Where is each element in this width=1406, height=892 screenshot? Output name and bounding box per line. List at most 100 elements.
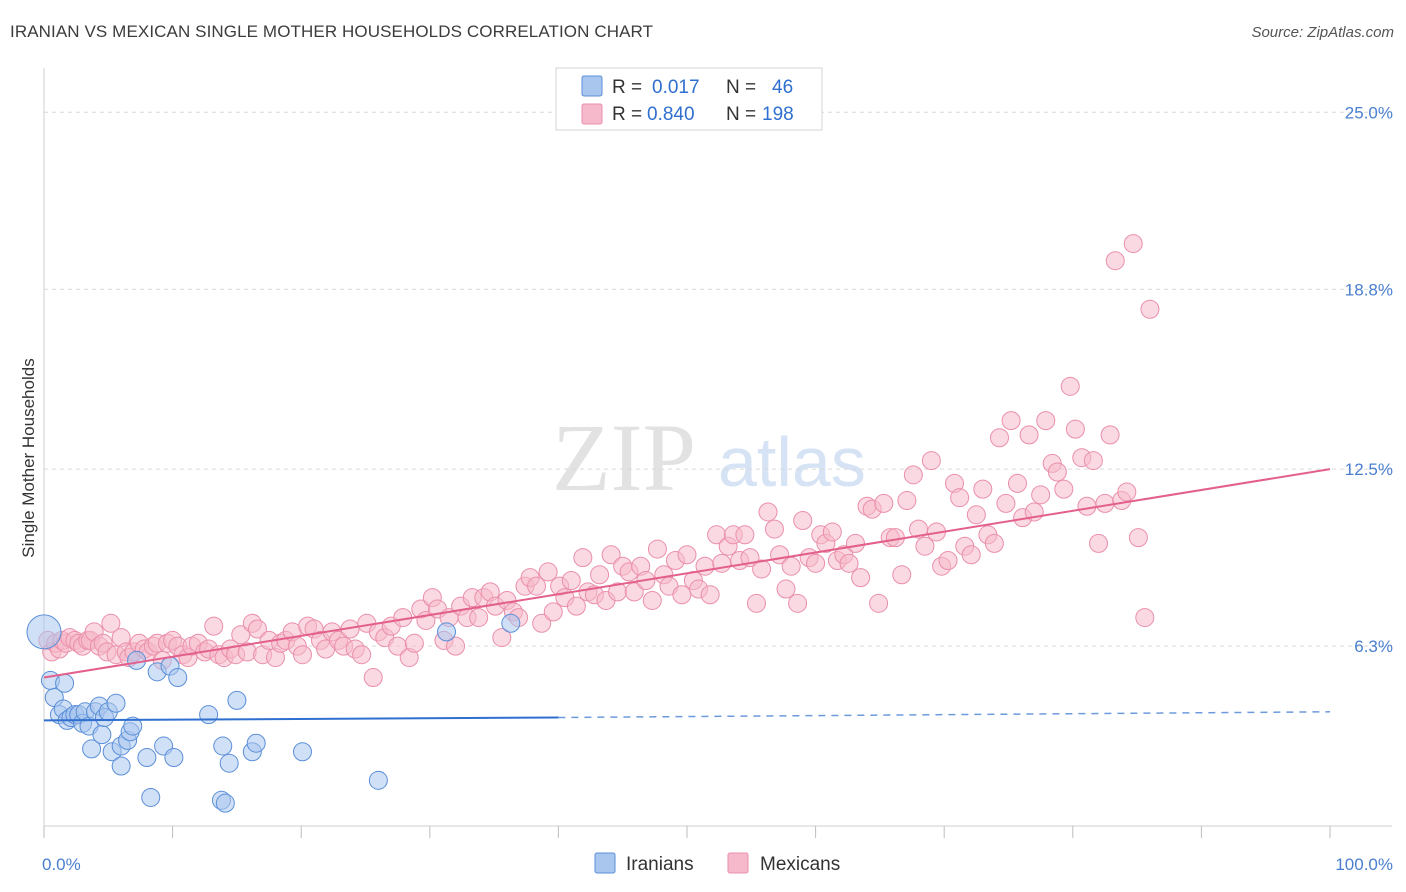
legend-swatch-mexicans xyxy=(581,103,603,125)
mexicans-point xyxy=(822,522,842,542)
mexicans-point xyxy=(845,533,865,553)
iranians-point xyxy=(168,668,188,688)
bottom-legend-swatch-mexicans xyxy=(727,852,749,874)
iranians-point xyxy=(215,793,235,813)
y-tick-label: 25.0% xyxy=(1345,103,1393,122)
mexicans-point xyxy=(1031,485,1051,505)
mexicans-point xyxy=(695,556,715,576)
mexicans-point xyxy=(1019,425,1039,445)
mexicans-point xyxy=(543,602,563,622)
mexicans-point xyxy=(1123,234,1143,254)
mexicans-point xyxy=(1083,451,1103,471)
y-tick-label: 12.5% xyxy=(1345,460,1393,479)
mexicans-point xyxy=(573,548,593,568)
mexicans-point xyxy=(1105,251,1125,271)
mexicans-point xyxy=(1100,425,1120,445)
x-tick-label: 100.0% xyxy=(1335,855,1393,874)
mexicans-point xyxy=(915,536,935,556)
mexicans-point xyxy=(1089,533,1109,553)
mexicans-point xyxy=(752,559,772,579)
mexicans-point xyxy=(446,636,466,656)
iranians-point xyxy=(123,716,143,736)
iranians-point xyxy=(164,747,184,767)
mexicans-point xyxy=(363,668,383,688)
x-tick-labels: 0.0% 100.0% xyxy=(42,855,1393,874)
iranians-point xyxy=(199,705,219,725)
mexicans-point xyxy=(1128,528,1148,548)
mexicans-point xyxy=(1077,496,1097,516)
mexicans-point xyxy=(851,568,871,588)
mexicans-point xyxy=(1008,473,1028,493)
mexicans-point xyxy=(921,451,941,471)
bottom-legend-swatch-iranians xyxy=(594,852,616,874)
x-tick-label: 0.0% xyxy=(42,855,81,874)
iranians-trendline-extension xyxy=(558,711,1331,719)
mexicans-point xyxy=(532,613,552,633)
iranians-point xyxy=(82,739,102,759)
mexicans-point xyxy=(874,493,894,513)
mexicans-point xyxy=(561,570,581,590)
iranians-point xyxy=(137,747,157,767)
mexicans-point xyxy=(897,491,917,511)
mexicans-point xyxy=(101,613,121,633)
y-tick-labels: 6.3% 12.5% 18.8% 25.0% xyxy=(1345,103,1393,656)
mexicans-point xyxy=(404,633,424,653)
mexicans-point xyxy=(1095,493,1115,513)
mexicans-point xyxy=(492,628,512,648)
mexicans-point xyxy=(566,596,586,616)
watermark-zip: ZIP xyxy=(552,404,696,511)
y-tick-label: 6.3% xyxy=(1354,637,1393,656)
watermark: ZIP atlas xyxy=(552,404,866,511)
chart-source: Source: ZipAtlas.com xyxy=(1251,24,1394,41)
legend-n-value-mexicans: 198 xyxy=(762,104,794,125)
iranians-point xyxy=(26,614,62,650)
mexicans-point xyxy=(892,565,912,585)
mexicans-point xyxy=(1036,411,1056,431)
mexicans-point xyxy=(700,585,720,605)
legend-r-value-iranians: 0.017 xyxy=(652,77,700,98)
mexicans-point xyxy=(352,645,372,665)
iranians-point xyxy=(368,770,388,790)
mexicans-point xyxy=(961,545,981,565)
iranians-point xyxy=(246,733,266,753)
y-tick-label: 18.8% xyxy=(1345,280,1393,299)
iranians-point xyxy=(437,622,457,642)
mexicans-point xyxy=(204,616,224,636)
legend-n-label-mexicans: N = xyxy=(726,104,756,125)
axes xyxy=(43,68,1392,838)
mexicans-point xyxy=(1117,482,1137,502)
mexicans-point xyxy=(776,579,796,599)
mexicans-point xyxy=(984,533,1004,553)
mexicans-trendline xyxy=(43,468,1331,679)
iranians-point xyxy=(219,753,239,773)
iranians-point xyxy=(501,613,521,633)
iranians-point xyxy=(92,725,112,745)
iranians-point xyxy=(227,690,247,710)
bottom-legend: Iranians Mexicans xyxy=(594,852,840,875)
mexicans-point xyxy=(1135,608,1155,628)
mexicans-point xyxy=(793,511,813,531)
legend-r-label-iranians: R = xyxy=(612,77,642,98)
iranians-point xyxy=(127,650,147,670)
mexicans-point xyxy=(950,488,970,508)
iranians-points xyxy=(26,613,521,813)
mexicans-point xyxy=(735,525,755,545)
mexicans-point xyxy=(764,519,784,539)
mexicans-point xyxy=(590,565,610,585)
mexicans-point xyxy=(469,608,489,628)
mexicans-point xyxy=(938,550,958,570)
mexicans-points xyxy=(38,234,1160,688)
mexicans-point xyxy=(839,553,859,573)
mexicans-point xyxy=(672,585,692,605)
legend-n-value-iranians: 46 xyxy=(772,77,793,98)
mexicans-point xyxy=(647,539,667,559)
legend: R = 0.017 N = 46 R = 0.840 N = 198 xyxy=(555,67,823,131)
mexicans-point xyxy=(1060,376,1080,396)
mexicans-point xyxy=(642,590,662,610)
iranians-point xyxy=(111,756,131,776)
legend-swatch-iranians xyxy=(581,75,603,97)
mexicans-point xyxy=(966,505,986,525)
mexicans-point xyxy=(758,502,778,522)
iranians-point xyxy=(106,693,126,713)
